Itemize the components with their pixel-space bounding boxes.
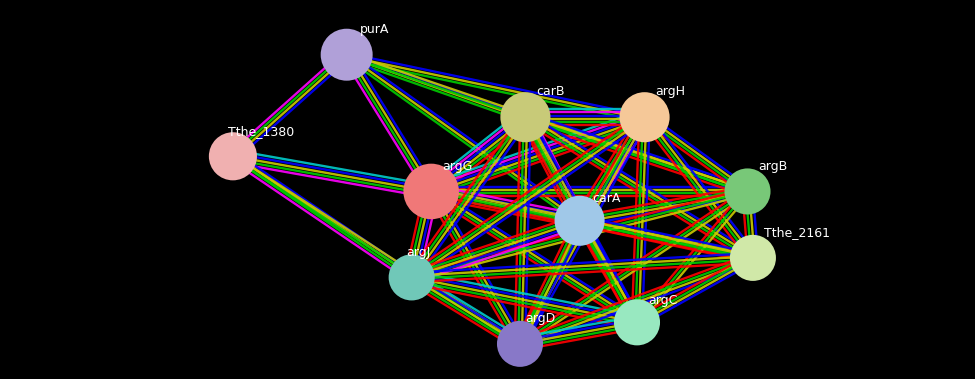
Point xyxy=(512,341,527,347)
Point xyxy=(637,114,652,120)
Point xyxy=(629,319,644,326)
Text: argJ: argJ xyxy=(407,246,431,258)
Point xyxy=(571,218,587,224)
Point xyxy=(423,188,439,194)
Text: Tthe_1380: Tthe_1380 xyxy=(227,125,293,138)
Point xyxy=(740,188,756,194)
Text: argD: argD xyxy=(526,312,556,325)
Text: argC: argC xyxy=(647,294,678,307)
Text: Tthe_2161: Tthe_2161 xyxy=(763,226,830,239)
Text: argG: argG xyxy=(442,160,472,173)
Text: argH: argH xyxy=(655,85,685,99)
Text: purA: purA xyxy=(360,23,389,36)
Point xyxy=(518,114,533,120)
Point xyxy=(225,153,241,159)
Point xyxy=(404,274,419,280)
Text: carB: carB xyxy=(536,85,565,99)
Text: carA: carA xyxy=(593,192,621,205)
Point xyxy=(339,52,355,58)
Point xyxy=(745,255,760,261)
Text: argB: argB xyxy=(759,160,788,173)
